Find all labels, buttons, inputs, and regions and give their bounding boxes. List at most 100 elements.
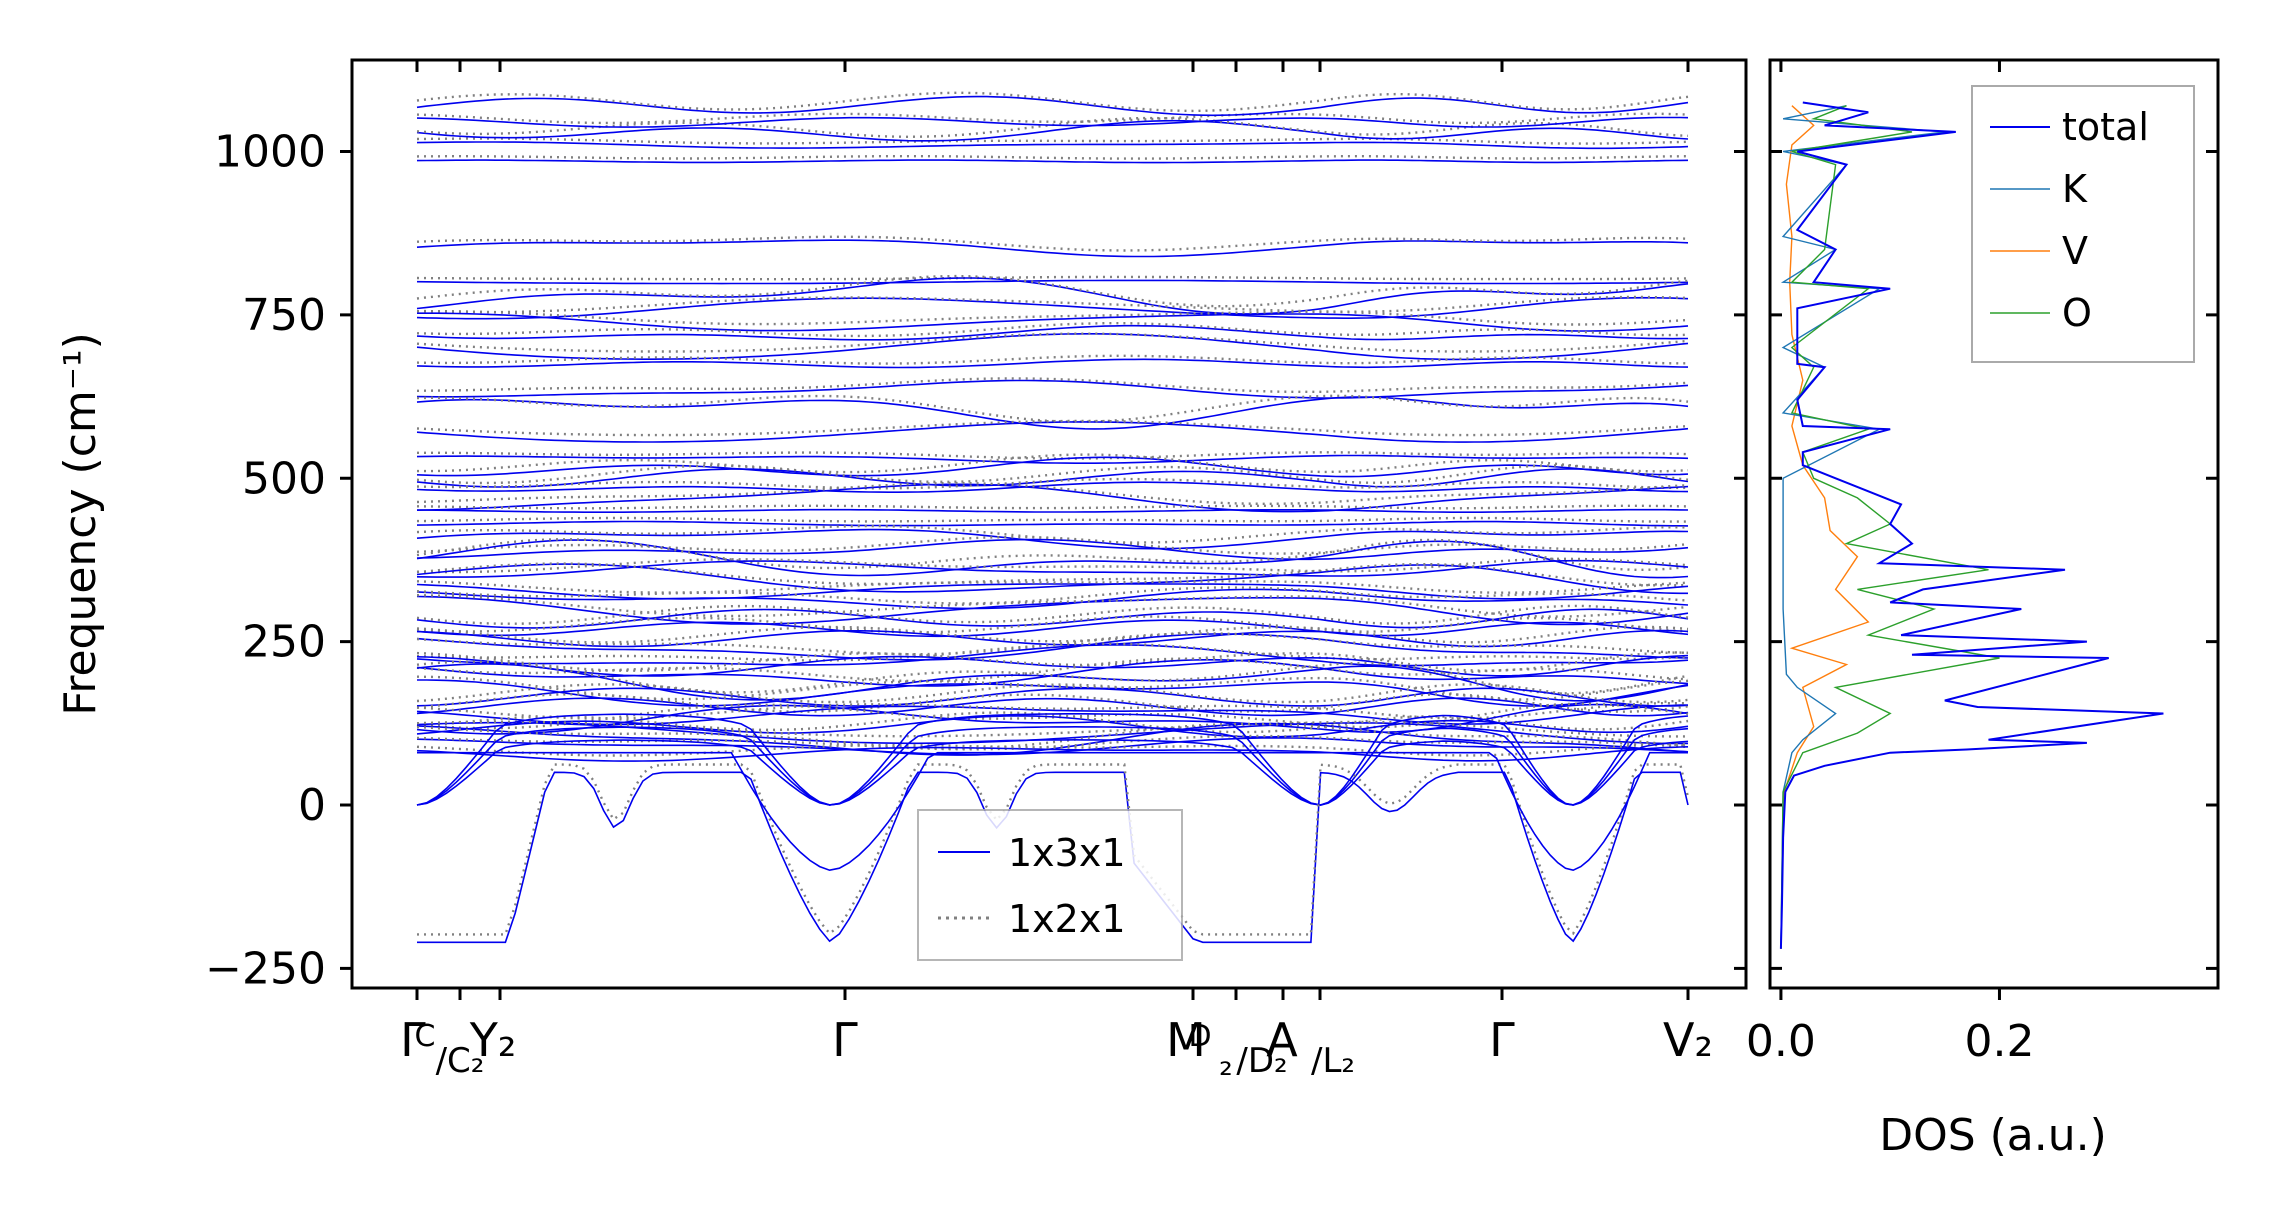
legend-label-v: V [2062,229,2088,273]
band-line-1x3x1 [416,687,1689,707]
x-tick-label: Y₂ [469,1013,517,1067]
band-line-1x3x1 [416,633,1689,661]
band-line-1x3x1 [416,608,1689,629]
x-tick-label: /D₂ [1236,1041,1287,1081]
band-line-1x3x1 [416,539,1689,579]
band-line-1x2x1 [416,112,1689,125]
x-tick-label: A [1266,1013,1298,1067]
legend-label-1x3x1: 1x3x1 [1008,831,1126,875]
band-line-1x2x1 [416,743,1689,757]
band-line-1x3x1 [416,663,1689,702]
band-line-1x3x1 [416,116,1689,128]
band-line-1x3x1 [416,588,1689,610]
band-line-1x3x1 [416,239,1689,258]
band-line-1x2x1 [416,660,1689,695]
soft-mode-branch [417,751,1688,872]
band-line-1x3x1 [416,619,1689,638]
legend-label-1x2x1: 1x2x1 [1008,897,1126,941]
band-line-1x2x1 [416,137,1689,145]
band-line-1x3x1 [416,737,1689,756]
band-plot-frame [350,58,1748,990]
y-tick-label: −250 [205,943,326,994]
band-line-1x2x1 [416,419,1689,437]
x-tick-label: C [415,1019,436,1054]
dos-legend-box [1971,85,2195,363]
band-line-1x2x1 [416,702,1689,720]
band-line-1x3x1 [416,483,1689,513]
x-tick-label: M [1166,1013,1206,1067]
band-line-1x3x1 [416,644,1689,667]
band-line-1x3x1 [416,324,1689,341]
band-line-1x3x1 [416,721,1688,745]
dos-line-total [1779,101,2164,949]
band-line-1x2x1 [416,524,1689,544]
band-line-1x2x1 [416,557,1689,574]
band-line-1x3x1 [416,468,1689,488]
band-line-1x2x1 [416,720,1688,738]
x-tick-label: /L₂ [1311,1041,1355,1081]
band-line-1x3x1 [416,396,1689,430]
dos-line-v [1780,105,1870,949]
band-line-1x3x1 [416,528,1689,550]
band-line-1x3x1 [416,296,1689,320]
dos-legend: total K V O [1971,85,2195,363]
y-tick-label: 500 [242,453,326,504]
band-line-1x3x1 [416,746,1689,762]
band-line-1x2x1 [416,295,1689,314]
band-line-1x2x1 [416,580,1689,594]
y-axis-label: Frequency (cm⁻¹) [55,332,106,716]
band-line-1x3x1 [416,481,1689,493]
band-line-1x3x1 [416,277,1689,315]
band-line-1x2x1 [416,309,1689,326]
dos-x-axis-label: DOS (a.u.) [1879,1110,2107,1161]
band-line-1x2x1 [416,586,1689,605]
band-line-1x3x1 [416,279,1689,285]
band-line-1x3x1 [416,595,1689,626]
acoustic-branch [416,738,1689,806]
band-line-1x2x1 [416,322,1689,338]
band-line-1x2x1 [416,275,1689,281]
band-line-1x3x1 [416,379,1689,399]
y-tick-label: 750 [242,290,326,341]
band-line-1x2x1 [416,235,1689,252]
x-tick-label: V₂ [1663,1013,1713,1067]
band-line-1x3x1 [416,715,1689,738]
band-line-1x2x1 [416,332,1689,353]
acoustic-branch [416,725,1689,806]
band-line-1x3x1 [416,358,1689,369]
band-line-1x3x1 [416,559,1689,578]
band-line-1x3x1 [416,456,1689,478]
dos-panel: 0.0 0.2 DOS (a.u.) [1746,58,2220,1161]
acoustic-branch [416,713,1689,806]
band-line-1x3x1 [416,659,1689,687]
band-legend: 1x3x1 1x2x1 [917,809,1183,961]
legend-label-total: total [2062,105,2149,149]
dos-plot-frame [1768,58,2220,990]
x-tick-label: Γ [400,1013,426,1067]
band-line-1x3x1 [417,312,1689,332]
y-tick-label: 1000 [214,126,326,177]
band-line-1x3x1 [416,508,1689,513]
band-line-1x2x1 [416,354,1688,365]
dos-x-tick-label: 0.2 [1964,1016,2034,1067]
dos-line-o [1780,105,2000,949]
imaginary-branch [417,771,1689,944]
legend-label-o: O [2062,291,2092,335]
band-line-1x2x1 [417,451,1689,460]
y-tick-label: 0 [298,780,326,831]
x-tick-label: ₂ [1219,1044,1233,1084]
band-line-1x3x1 [416,697,1689,717]
band-line-1x2x1 [416,642,1689,662]
imaginary-branch-dotted [417,763,1690,936]
x-tick-label: /C₂ [436,1041,485,1081]
dos-x-tick-label: 0.0 [1746,1016,1816,1067]
band-line-1x3x1 [416,421,1689,443]
band-line-1x3x1 [416,454,1689,464]
x-tick-label: Γ [1489,1013,1515,1067]
band-line-1x2x1 [416,377,1689,393]
band-line-1x3x1 [416,119,1689,142]
band-legend-box [917,809,1183,961]
band-line-1x3x1 [416,141,1689,150]
